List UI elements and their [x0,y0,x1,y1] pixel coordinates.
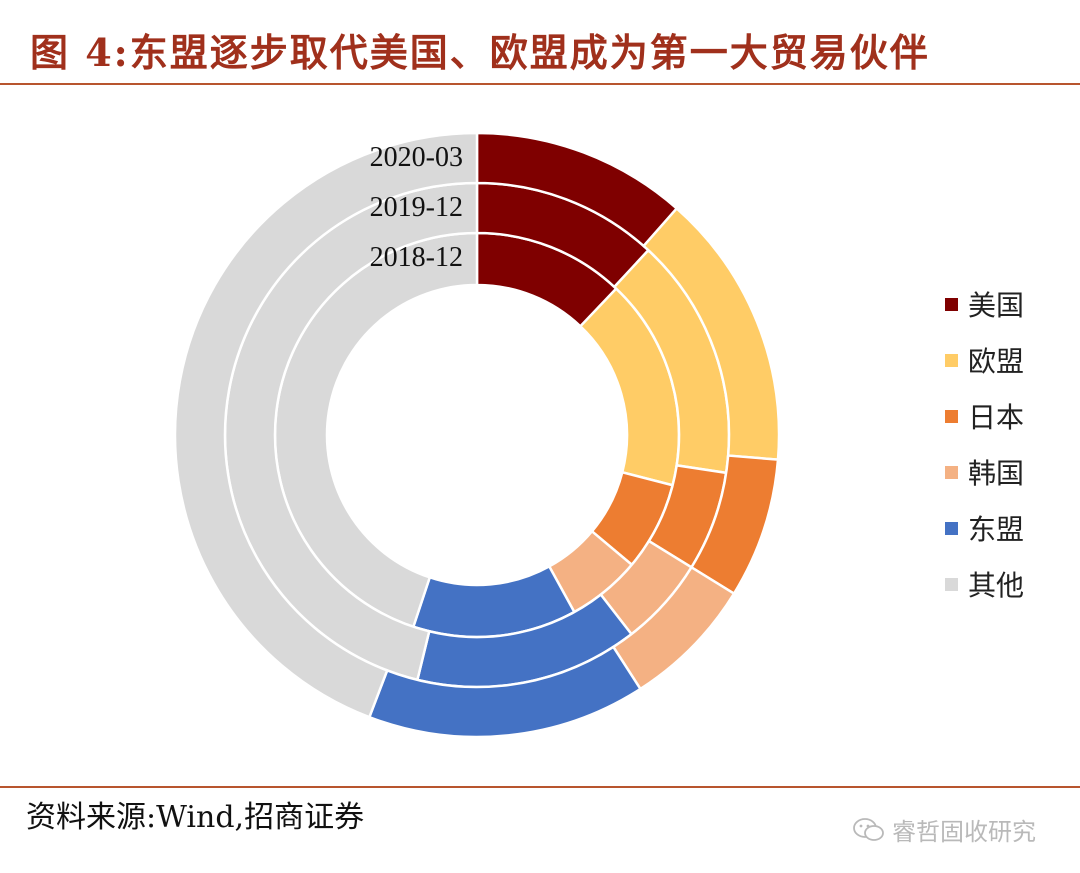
legend-label: 美国 [968,289,1025,322]
source-divider [0,786,1080,788]
legend-label: 欧盟 [968,345,1025,378]
ring-label-2018-12: 2018-12 [370,242,463,273]
chart-rings [173,131,781,739]
legend-swatch [945,577,958,591]
legend-label: 日本 [968,401,1025,434]
watermark-text: 睿哲固收研究 [892,818,1036,846]
legend-label: 东盟 [968,513,1025,546]
legend-swatch [945,465,958,479]
legend-item-其他: 其他 [945,556,1024,612]
title-divider [0,83,1080,85]
legend-swatch [945,297,958,311]
legend-item-东盟: 东盟 [945,500,1024,556]
legend-item-韩国: 韩国 [945,444,1024,500]
ring-labels: 2018-12 2019-12 2020-03 [370,142,463,273]
legend-item-日本: 日本 [945,388,1024,444]
watermark: 睿哲固收研究 [852,812,1036,847]
legend-item-欧盟: 欧盟 [945,332,1024,388]
legend-label: 其他 [968,569,1025,602]
wechat-icon [853,817,884,841]
ring-label-2020-03: 2020-03 [370,142,463,173]
legend-label: 韩国 [968,457,1025,490]
chart-title: 图 4:东盟逐步取代美国、欧盟成为第一大贸易伙伴 [30,30,930,75]
legend-swatch [945,353,958,367]
ring-label-2019-12: 2019-12 [370,192,463,223]
source-note: 资料来源:Wind,招商证券 [26,800,365,835]
legend: 美国欧盟日本韩国东盟其他 [945,276,1024,612]
legend-swatch [945,409,958,423]
legend-item-美国: 美国 [945,276,1024,332]
slice-2020-03-其他 [173,131,479,719]
legend-swatch [945,521,958,535]
